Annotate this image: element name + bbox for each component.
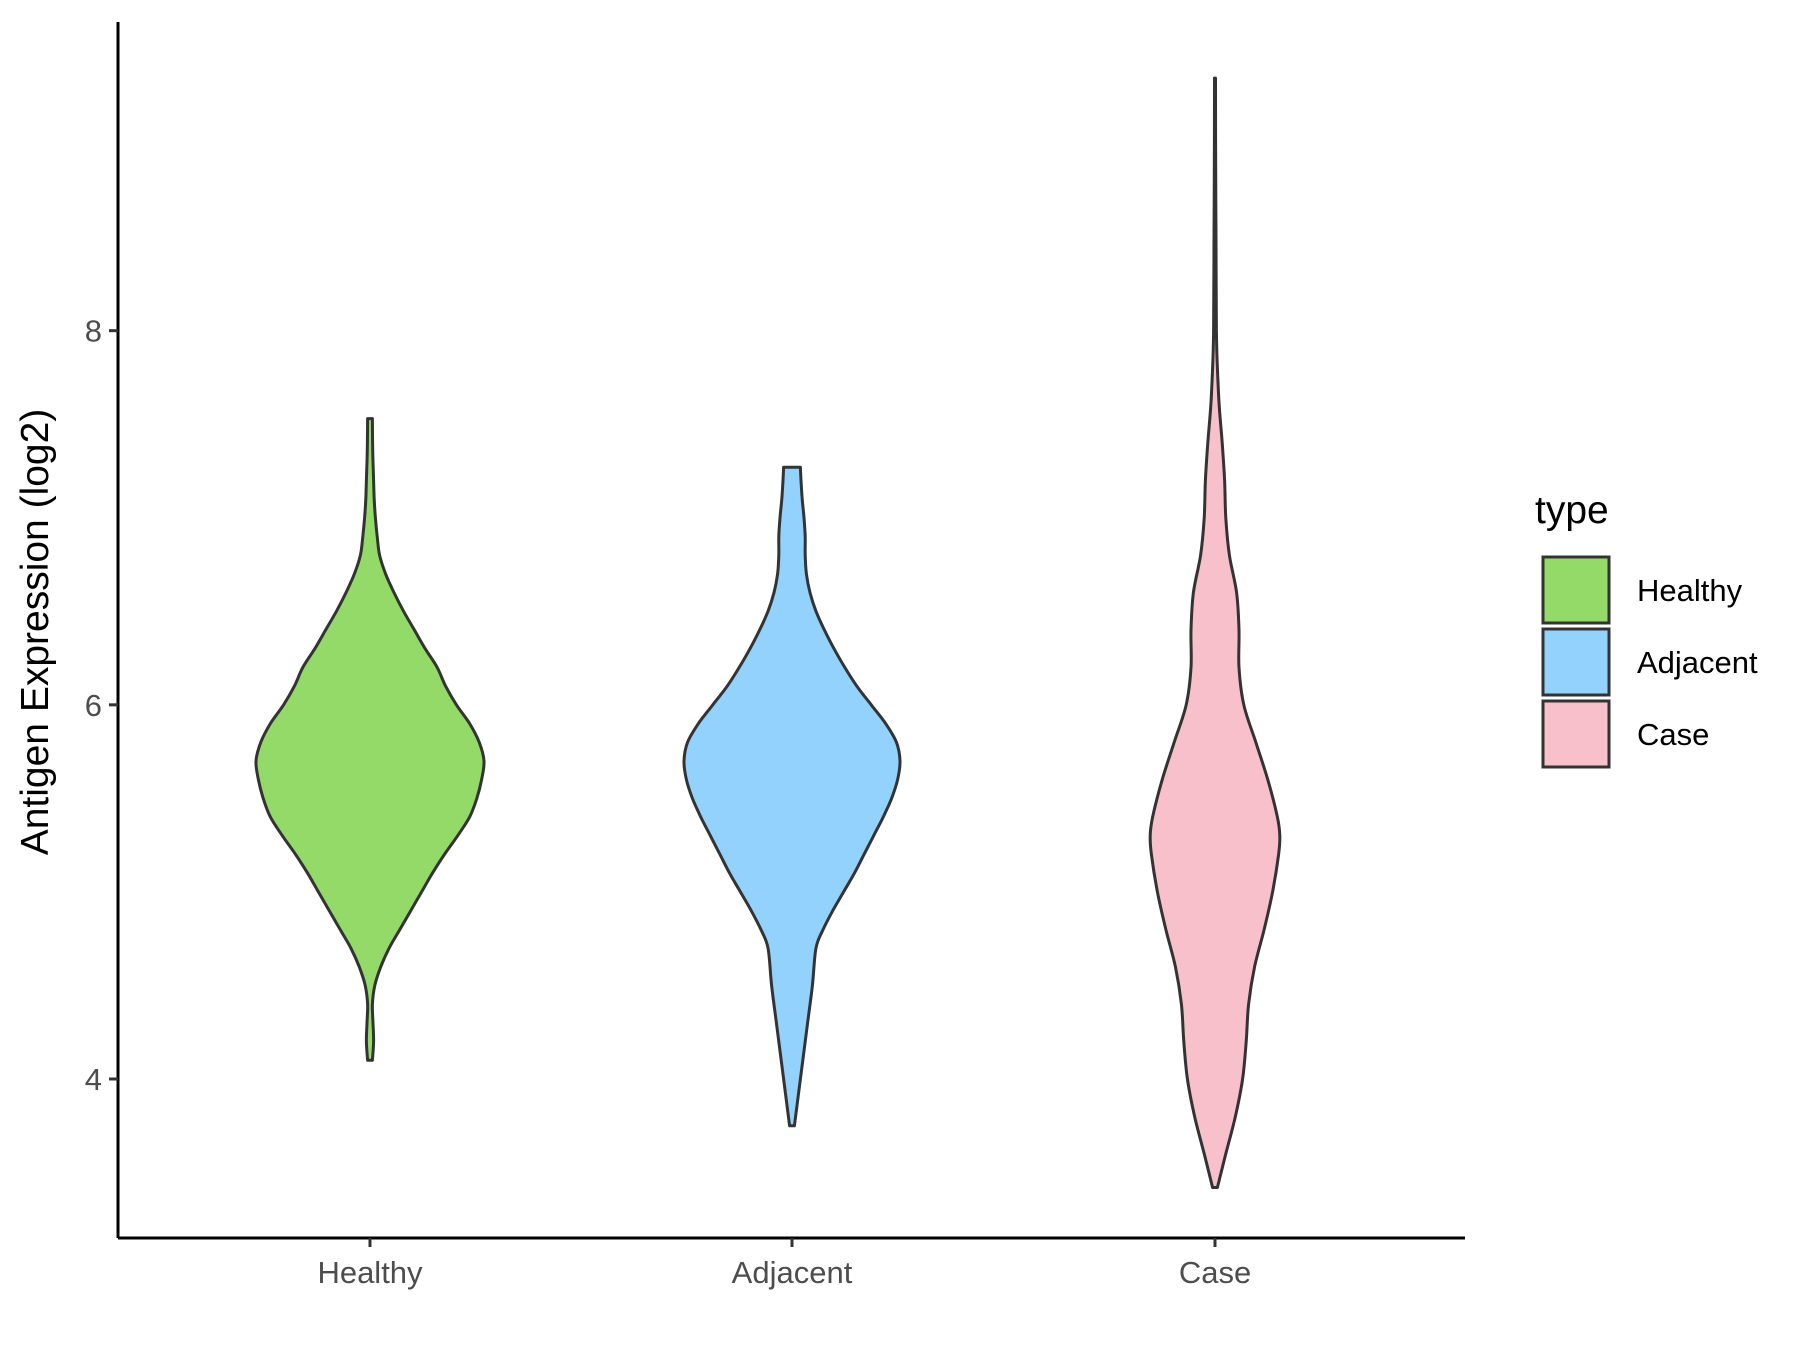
y-tick-label: 6 xyxy=(85,688,102,723)
x-tick-label: Case xyxy=(1179,1255,1251,1290)
legend-label-adjacent: Adjacent xyxy=(1637,645,1758,680)
axes-layer: 4 6 8 Healthy Adjacent Case xyxy=(85,22,1465,1290)
violins-layer xyxy=(254,76,1282,1189)
y-tick-label: 4 xyxy=(85,1062,102,1097)
x-tick-label: Adjacent xyxy=(732,1255,853,1290)
legend: type Healthy Adjacent Case xyxy=(1535,489,1758,769)
legend-items: Healthy Adjacent Case xyxy=(1541,555,1758,769)
legend-swatch-case xyxy=(1541,699,1611,769)
violin-healthy xyxy=(254,417,486,1062)
legend-label-case: Case xyxy=(1637,717,1709,752)
legend-swatch-adjacent xyxy=(1541,627,1611,697)
legend-label-healthy: Healthy xyxy=(1637,573,1743,608)
y-tick-label: 8 xyxy=(85,314,102,349)
y-axis-title: Antigen Expression (log2) xyxy=(14,409,57,856)
x-tick-label: Healthy xyxy=(317,1255,423,1290)
violin-case xyxy=(1148,76,1282,1189)
legend-title: type xyxy=(1535,489,1609,532)
violin-adjacent xyxy=(682,465,902,1128)
legend-swatch-healthy xyxy=(1541,555,1611,625)
